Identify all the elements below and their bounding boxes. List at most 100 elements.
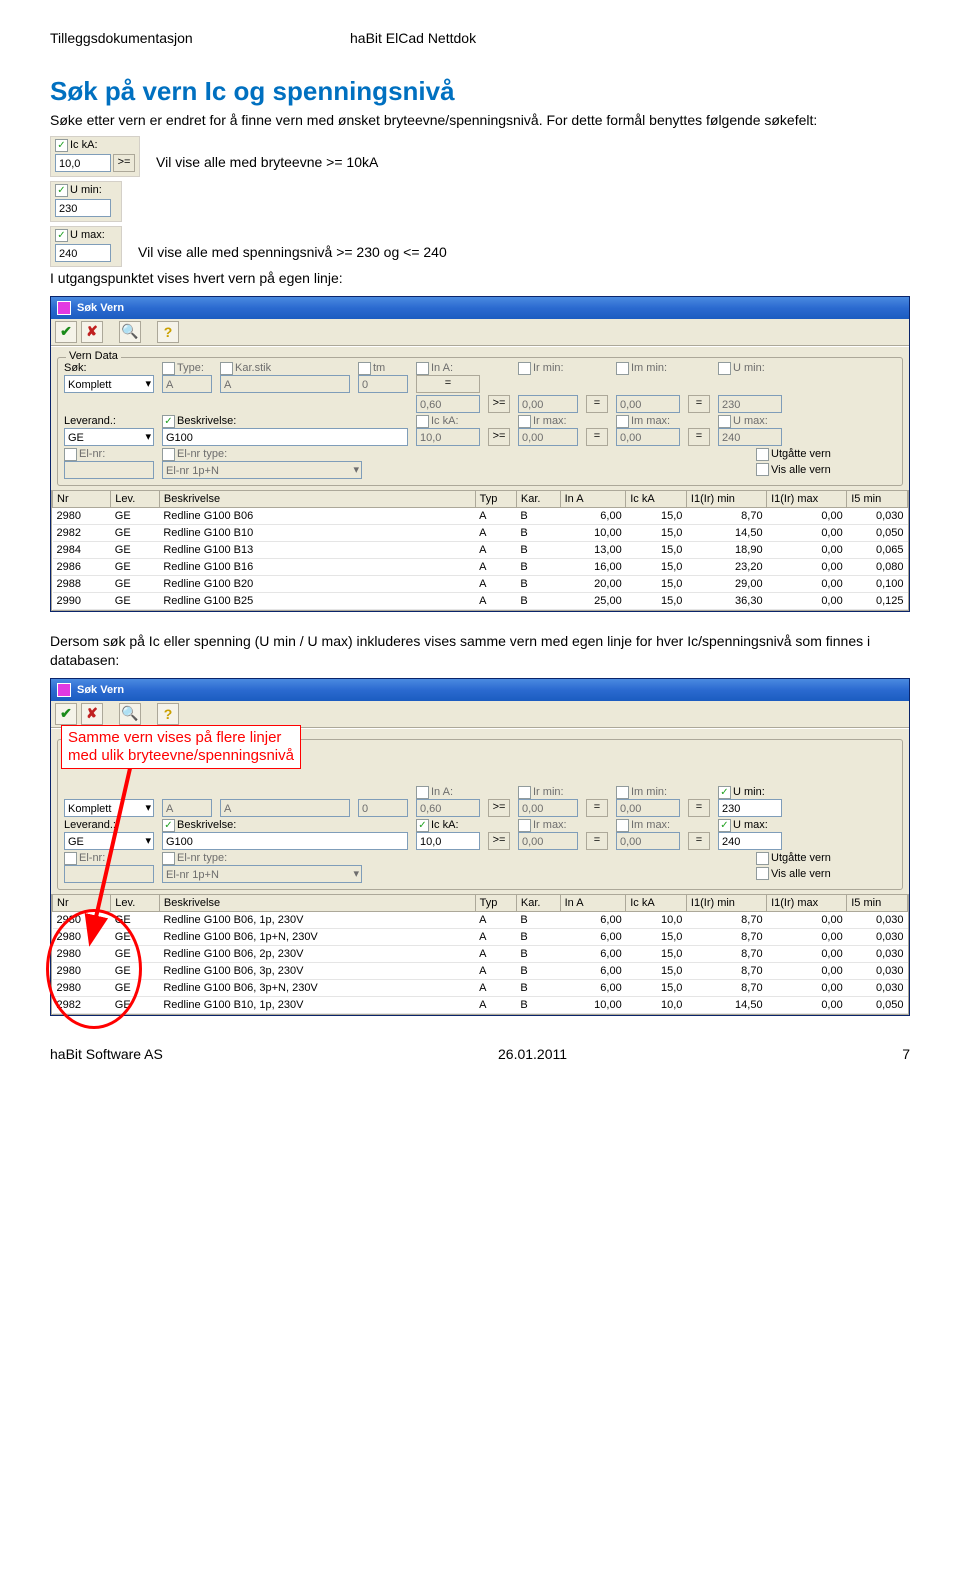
umax-d-input[interactable]: 240 <box>718 428 782 446</box>
col-header[interactable]: I1(Ir) min <box>686 895 766 912</box>
table-row[interactable]: 2980GERedline G100 B06AB6,0015,08,700,00… <box>53 507 908 524</box>
cb-type[interactable] <box>162 362 175 375</box>
ic-op-button[interactable]: >= <box>113 154 135 172</box>
umax-d2-input[interactable]: 240 <box>718 832 782 850</box>
table-row[interactable]: 2980GERedline G100 B06, 3p, 230VAB6,0015… <box>53 962 908 979</box>
search-button-2[interactable]: 🔍 <box>119 703 141 725</box>
red-arrow <box>81 759 181 959</box>
elnr-input[interactable] <box>64 461 154 479</box>
cb-beskriv[interactable]: ✓ <box>162 415 175 428</box>
irmax-op[interactable]: = <box>586 428 608 446</box>
umin-input[interactable]: 230 <box>55 199 111 217</box>
elnrtype-input[interactable]: El-nr 1p+N▾ <box>162 461 362 479</box>
col-header[interactable]: Ic kA <box>626 895 687 912</box>
dialog-toolbar: ✔ ✘ 🔍 ? <box>51 319 909 346</box>
form-row-inputs-1: Komplett▾ A A 0 = 0,60 >= 0,00 = 0,00 = … <box>64 375 896 413</box>
table-row[interactable]: 2982GERedline G100 B10, 1p, 230VAB10,001… <box>53 996 908 1013</box>
tm-op[interactable]: = <box>416 375 480 393</box>
col-header[interactable]: In A <box>560 491 626 508</box>
col-header[interactable]: Nr <box>53 491 111 508</box>
ok-button[interactable]: ✔ <box>55 321 77 343</box>
leverand-input[interactable]: GE▾ <box>64 428 154 446</box>
immin-op[interactable]: = <box>688 395 710 413</box>
cb-tm[interactable] <box>358 362 371 375</box>
table-row[interactable]: 2986GERedline G100 B16AB16,0015,023,200,… <box>53 558 908 575</box>
ok-button-2[interactable]: ✔ <box>55 703 77 725</box>
umin-field-panel: ✓ U min: 230 <box>50 181 122 222</box>
cancel-button-2[interactable]: ✘ <box>81 703 103 725</box>
ic-checkbox[interactable]: ✓ <box>55 139 68 152</box>
table-row[interactable]: 2990GERedline G100 B25AB25,0015,036,300,… <box>53 592 908 609</box>
immin-input[interactable]: 0,00 <box>616 395 680 413</box>
data-grid-1[interactable]: NrLev.BeskrivelseTypKar.In AIc kAI1(Ir) … <box>52 491 908 610</box>
umin-checkbox[interactable]: ✓ <box>55 184 68 197</box>
table-row[interactable]: 2984GERedline G100 B13AB13,0015,018,900,… <box>53 541 908 558</box>
umax-input[interactable]: 240 <box>55 244 111 262</box>
d2-inputs-1: Komplett▾ A A 0 0,60 >= 0,00 = 0,00 = 23… <box>64 799 896 817</box>
d2-labels-2: Leverand.: ✓Beskrivelse: ✓Ic kA: Ir max:… <box>64 819 896 832</box>
col-header[interactable]: I1(Ir) min <box>686 491 766 508</box>
col-header[interactable]: Typ <box>475 895 516 912</box>
cancel-button[interactable]: ✘ <box>81 321 103 343</box>
umax-checkbox[interactable]: ✓ <box>55 229 68 242</box>
cb-immin[interactable] <box>616 362 629 375</box>
cb-umax[interactable] <box>718 415 731 428</box>
search-button[interactable]: 🔍 <box>119 321 141 343</box>
umin-label: U min: <box>70 184 102 196</box>
cb-irmin[interactable] <box>518 362 531 375</box>
lbl-leverand: Leverand.: <box>64 415 154 427</box>
ina-op[interactable]: >= <box>488 395 510 413</box>
cb-visalle[interactable] <box>756 463 769 476</box>
icka-d2-input[interactable]: 10,0 <box>416 832 480 850</box>
para2: Dersom søk på Ic eller spenning (U min /… <box>50 632 910 670</box>
type-input[interactable]: A <box>162 375 212 393</box>
col-header[interactable]: I5 min <box>847 491 908 508</box>
cb-icka-2[interactable]: ✓ <box>416 819 429 832</box>
col-header[interactable]: Beskrivelse <box>159 491 475 508</box>
col-header[interactable]: Ic kA <box>626 491 687 508</box>
cb-elnr[interactable] <box>64 448 77 461</box>
col-header[interactable]: Kar. <box>516 491 560 508</box>
cb-umax-2[interactable]: ✓ <box>718 819 731 832</box>
immax-op[interactable]: = <box>688 428 710 446</box>
help-button[interactable]: ? <box>157 321 179 343</box>
col-header[interactable]: Kar. <box>516 895 560 912</box>
umin-d-input[interactable]: 230 <box>718 395 782 413</box>
irmin-op[interactable]: = <box>586 395 608 413</box>
tm-input[interactable]: 0 <box>358 375 408 393</box>
cb-umin-2[interactable]: ✓ <box>718 786 731 799</box>
kar-input[interactable]: A <box>220 375 350 393</box>
col-header[interactable]: I1(Ir) max <box>767 491 847 508</box>
irmin-input[interactable]: 0,00 <box>518 395 578 413</box>
help-button-2[interactable]: ? <box>157 703 179 725</box>
beskriv-input[interactable]: G100 <box>162 428 408 446</box>
cb-immax[interactable] <box>616 415 629 428</box>
cb-elnrtype[interactable] <box>162 448 175 461</box>
irmax-input[interactable]: 0,00 <box>518 428 578 446</box>
col-header[interactable]: I1(Ir) max <box>767 895 847 912</box>
col-header[interactable]: Lev. <box>111 491 160 508</box>
dialog-titlebar[interactable]: Søk Vern <box>51 297 909 319</box>
form-row-3: El-nr: El-nr type: Utgåtte vern <box>64 448 896 461</box>
col-header[interactable]: In A <box>560 895 626 912</box>
cb-icka[interactable] <box>416 415 429 428</box>
dialog2-titlebar[interactable]: Søk Vern <box>51 679 909 701</box>
ic-input[interactable]: 10,0 <box>55 154 111 172</box>
cb-umin[interactable] <box>718 362 731 375</box>
col-header[interactable]: Typ <box>475 491 516 508</box>
table-row[interactable]: 2980GERedline G100 B06, 3p+N, 230VAB6,00… <box>53 979 908 996</box>
ina-input[interactable]: 0,60 <box>416 395 480 413</box>
umin-d2-input[interactable]: 230 <box>718 799 782 817</box>
table-row[interactable]: 2988GERedline G100 B20AB20,0015,029,000,… <box>53 575 908 592</box>
icka-input[interactable]: 10,0 <box>416 428 480 446</box>
cb-kar[interactable] <box>220 362 233 375</box>
icka-op[interactable]: >= <box>488 428 510 446</box>
cb-irmax[interactable] <box>518 415 531 428</box>
table-row[interactable]: 2982GERedline G100 B10AB10,0015,014,500,… <box>53 524 908 541</box>
sok-input[interactable]: Komplett▾ <box>64 375 154 393</box>
cb-utgatte[interactable] <box>756 448 769 461</box>
col-header[interactable]: Beskrivelse <box>159 895 475 912</box>
immax-input[interactable]: 0,00 <box>616 428 680 446</box>
col-header[interactable]: I5 min <box>847 895 908 912</box>
cb-ina[interactable] <box>416 362 429 375</box>
